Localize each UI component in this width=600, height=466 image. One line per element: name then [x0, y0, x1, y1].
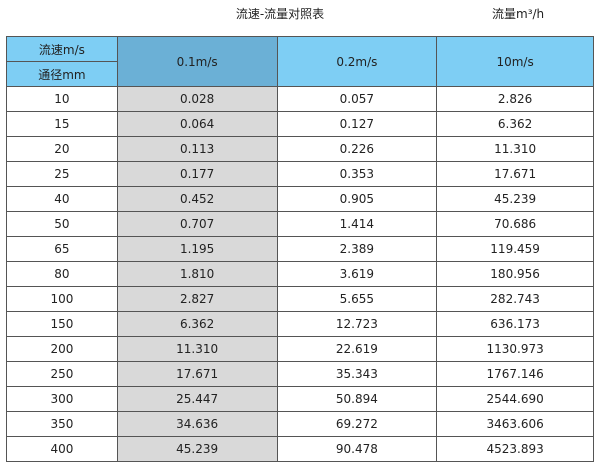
diameter-cell: 350 [6, 411, 118, 437]
column-header: 0.1m/s [116, 36, 278, 87]
flow-cell: 17.671 [116, 361, 278, 387]
diameter-cell: 100 [6, 286, 118, 312]
table-row: 150 6.362 12.723 636.173 [6, 311, 594, 337]
flow-cell: 3463.606 [436, 411, 594, 437]
flow-cell: 25.447 [116, 386, 278, 412]
table-row: 15 0.064 0.127 6.362 [6, 111, 594, 137]
flow-cell: 2.389 [276, 236, 438, 262]
diameter-cell: 150 [6, 311, 118, 337]
flow-cell: 6.362 [116, 311, 278, 337]
table-row: 50 0.707 1.414 70.686 [6, 211, 594, 237]
flow-cell: 45.239 [116, 436, 278, 462]
diameter-cell: 20 [6, 136, 118, 162]
table-row: 65 1.195 2.389 119.459 [6, 236, 594, 262]
flow-cell: 50.894 [276, 386, 438, 412]
table-row: 100 2.827 5.655 282.743 [6, 286, 594, 312]
flow-cell: 1767.146 [436, 361, 594, 387]
flow-cell: 45.239 [436, 186, 594, 212]
flow-cell: 0.905 [276, 186, 438, 212]
flow-cell: 119.459 [436, 236, 594, 262]
flow-cell: 1130.973 [436, 336, 594, 362]
diameter-cell: 300 [6, 386, 118, 412]
flow-cell: 0.028 [116, 86, 278, 112]
flow-cell: 0.113 [116, 136, 278, 162]
flow-cell: 282.743 [436, 286, 594, 312]
flow-cell: 1.810 [116, 261, 278, 287]
flow-cell: 17.671 [436, 161, 594, 187]
diameter-cell: 200 [6, 336, 118, 362]
flow-cell: 12.723 [276, 311, 438, 337]
table-row: 80 1.810 3.619 180.956 [6, 261, 594, 287]
table-title: 流速-流量对照表 [0, 5, 600, 22]
flow-cell: 0.057 [276, 86, 438, 112]
flow-cell: 0.127 [276, 111, 438, 137]
table-row: 10 0.028 0.057 2.826 [6, 86, 594, 112]
table-row: 20 0.113 0.226 11.310 [6, 136, 594, 162]
diameter-cell: 400 [6, 436, 118, 462]
flow-cell: 2.827 [116, 286, 278, 312]
flow-cell: 70.686 [436, 211, 594, 237]
diameter-cell: 50 [6, 211, 118, 237]
flow-cell: 11.310 [116, 336, 278, 362]
flow-cell: 11.310 [436, 136, 594, 162]
flow-cell: 22.619 [276, 336, 438, 362]
diameter-cell: 65 [6, 236, 118, 262]
column-header: 0.2m/s [276, 36, 438, 87]
flow-cell: 2544.690 [436, 386, 594, 412]
flow-cell: 1.195 [116, 236, 278, 262]
table-title-text: 流速-流量对照表 [235, 7, 325, 21]
flow-cell: 0.452 [116, 186, 278, 212]
table-row: 250 17.671 35.343 1767.146 [6, 361, 594, 387]
flow-cell: 3.619 [276, 261, 438, 287]
table-row: 40 0.452 0.905 45.239 [6, 186, 594, 212]
flow-table: 流速m/s 0.1m/s 0.2m/s 10m/s 通径mm 10 0.028 0.… [6, 36, 594, 462]
flow-cell: 35.343 [276, 361, 438, 387]
flow-cell: 0.707 [116, 211, 278, 237]
flow-cell: 1.414 [276, 211, 438, 237]
flow-cell: 0.226 [276, 136, 438, 162]
column-header: 10m/s [436, 36, 594, 87]
table-row: 25 0.177 0.353 17.671 [6, 161, 594, 187]
unit-label: 流量m³/h [492, 7, 545, 21]
flow-cell: 0.177 [116, 161, 278, 187]
flow-cell: 0.064 [116, 111, 278, 137]
flow-cell: 6.362 [436, 111, 594, 137]
flow-cell: 180.956 [436, 261, 594, 287]
table-row: 200 11.310 22.619 1130.973 [6, 336, 594, 362]
flow-cell: 69.272 [276, 411, 438, 437]
flow-cell: 0.353 [276, 161, 438, 187]
diameter-header: 通径mm [6, 61, 118, 87]
diameter-cell: 15 [6, 111, 118, 137]
diameter-cell: 80 [6, 261, 118, 287]
velocity-header: 流速m/s [6, 36, 118, 62]
flow-cell: 5.655 [276, 286, 438, 312]
flow-cell: 90.478 [276, 436, 438, 462]
diameter-cell: 10 [6, 86, 118, 112]
table-row: 350 34.636 69.272 3463.606 [6, 411, 594, 437]
table-row: 400 45.239 90.478 4523.893 [6, 436, 594, 462]
flow-cell: 636.173 [436, 311, 594, 337]
diameter-cell: 250 [6, 361, 118, 387]
diameter-cell: 40 [6, 186, 118, 212]
table-row: 300 25.447 50.894 2544.690 [6, 386, 594, 412]
flow-cell: 2.826 [436, 86, 594, 112]
diameter-cell: 25 [6, 161, 118, 187]
flow-cell: 4523.893 [436, 436, 594, 462]
flow-cell: 34.636 [116, 411, 278, 437]
